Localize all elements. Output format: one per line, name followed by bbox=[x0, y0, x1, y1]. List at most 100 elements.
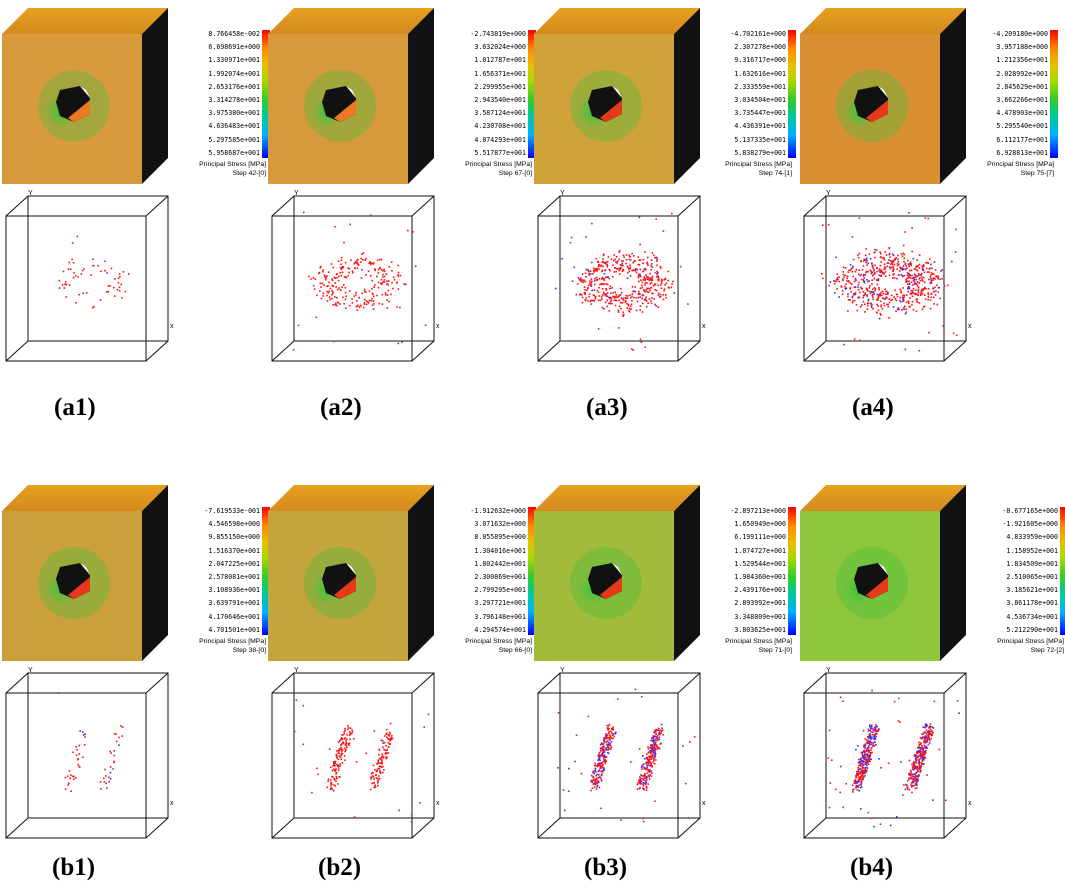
legend-step: Step 72-[2] bbox=[1030, 647, 1064, 654]
scale-tick-label: 2.845629e+001 bbox=[996, 82, 1048, 91]
scale-tick-label: 3.348809e+001 bbox=[734, 612, 786, 621]
scale-tick-label: 4.536734e+001 bbox=[1006, 612, 1058, 621]
scale-tick-label: -2.897213e+000 bbox=[730, 507, 786, 515]
legend-title: Principal Stress [MPa] Step 42-[0] bbox=[182, 160, 266, 178]
legend-quantity: Principal Stress [MPa] bbox=[199, 161, 266, 168]
svg-text:Y: Y bbox=[294, 667, 299, 674]
scale-tick-label: 3.803625e+001 bbox=[734, 625, 786, 634]
crack-wireframe-plot: x Y bbox=[537, 190, 706, 362]
scale-tick-label: 2.047225e+001 bbox=[208, 559, 260, 568]
crack-wireframe-plot: x Y bbox=[537, 667, 706, 839]
scale-tick-label: 5.295540e+001 bbox=[996, 122, 1048, 131]
panel-a2: -2.743819e+000 3.632024e+000 1.012787e+001… bbox=[266, 0, 536, 421]
scale-tick-label: 9.855150e+000 bbox=[208, 533, 260, 542]
scale-tick-label: 3.632024e+000 bbox=[474, 43, 526, 52]
scale-tick-label: 4.833959e+000 bbox=[1006, 533, 1058, 542]
scale-tick-labels: -4.209180e+000 3.957188e+000 1.212356e+001… bbox=[990, 28, 1048, 160]
scale-tick-label: 1.632616e+001 bbox=[734, 69, 786, 78]
stress-cube-render bbox=[268, 485, 434, 661]
stress-cube-render bbox=[2, 8, 168, 184]
legend-title: Principal Stress [MPa] Step 67-[0] bbox=[448, 160, 532, 178]
scale-tick-label: 4.701501e+001 bbox=[208, 625, 260, 634]
panel-b1: -7.619533e-001 4.546598e+000 9.855150e+000… bbox=[0, 477, 270, 881]
scale-tick-labels: -7.619533e-001 4.546598e+000 9.855150e+000… bbox=[202, 505, 260, 637]
scale-tick-label: -4.209180e+000 bbox=[992, 30, 1048, 38]
scale-tick-label: 1.158952e+001 bbox=[1006, 546, 1058, 555]
stress-cube-render bbox=[2, 485, 168, 661]
scale-tick-labels: -8.677165e+000 -1.921605e+000 4.833959e+00… bbox=[1000, 505, 1058, 637]
scale-tick-label: 5.517877e+001 bbox=[474, 148, 526, 157]
legend-title: Principal Stress [MPa] Step 74-[1] bbox=[708, 160, 792, 178]
scale-tick-label: 4.478903e+001 bbox=[996, 109, 1048, 118]
panel-caption: (b2) bbox=[318, 854, 362, 881]
scale-tick-label: 6.199111e+000 bbox=[734, 533, 786, 542]
scale-tick-label: 3.861178e+001 bbox=[1006, 599, 1058, 608]
panel-caption: (a4) bbox=[852, 394, 894, 421]
color-scale-bar bbox=[1060, 507, 1065, 635]
legend-step: Step 75-[7] bbox=[1020, 170, 1054, 177]
scale-tick-label: 1.834509e+001 bbox=[1006, 559, 1058, 568]
scale-tick-label: 3.957188e+000 bbox=[996, 43, 1048, 52]
scale-tick-label: 3.297721e+001 bbox=[474, 599, 526, 608]
scale-tick-label: 2.028992e+001 bbox=[996, 69, 1048, 78]
legend-title: Principal Stress [MPa] Step 38-[0] bbox=[182, 637, 266, 655]
panel-caption: (b3) bbox=[584, 854, 628, 881]
scale-tick-label: 1.304016e+001 bbox=[474, 546, 526, 555]
scale-tick-label: 2.578081e+001 bbox=[208, 573, 260, 582]
scale-tick-label: 2.893992e+001 bbox=[734, 599, 786, 608]
scale-tick-labels: 8.766458e-002 6.698691e+000 1.330971e+001 1… bbox=[202, 28, 260, 160]
panel-b2: -1.912632e+000 3.071632e+000 8.055895e+000… bbox=[266, 477, 536, 881]
scale-tick-labels: -4.702161e+000 2.307278e+000 9.316717e+000… bbox=[728, 28, 786, 160]
legend-title: Principal Stress [MPa] Step 71-[0] bbox=[708, 637, 792, 655]
panel-b3: -2.897213e+000 1.650949e+000 6.199111e+000… bbox=[532, 477, 798, 881]
legend-step: Step 71-[0] bbox=[758, 647, 792, 654]
scale-tick-label: 5.958687e+001 bbox=[208, 148, 260, 157]
scale-tick-label: 6.698691e+000 bbox=[208, 43, 260, 52]
panel-b4: -8.677165e+000 -1.921605e+000 4.833959e+00… bbox=[798, 477, 1065, 881]
svg-text:x: x bbox=[702, 800, 706, 807]
panel-a1: 8.766458e-002 6.698691e+000 1.330971e+001 1… bbox=[0, 0, 270, 421]
scale-tick-label: -1.912632e+000 bbox=[470, 507, 526, 515]
color-scale-bar bbox=[262, 507, 270, 635]
color-scale-bar bbox=[788, 30, 796, 158]
scale-tick-label: 5.137335e+001 bbox=[734, 135, 786, 144]
legend-step: Step 66-[0] bbox=[498, 647, 532, 654]
svg-text:Y: Y bbox=[560, 190, 565, 197]
scale-tick-label: 1.012787e+001 bbox=[474, 56, 526, 65]
legend-quantity: Principal Stress [MPa] bbox=[997, 638, 1064, 645]
scale-tick-label: 2.300869e+001 bbox=[474, 573, 526, 582]
svg-text:Y: Y bbox=[294, 190, 299, 197]
scale-tick-label: 1.516370e+001 bbox=[208, 546, 260, 555]
scale-tick-label: 1.656371e+001 bbox=[474, 69, 526, 78]
scale-tick-label: 2.299955e+001 bbox=[474, 82, 526, 91]
legend-quantity: Principal Stress [MPa] bbox=[465, 161, 532, 168]
svg-text:Y: Y bbox=[28, 667, 33, 674]
scale-tick-label: 3.796148e+001 bbox=[474, 612, 526, 621]
legend-quantity: Principal Stress [MPa] bbox=[465, 638, 532, 645]
panel-caption: (a2) bbox=[320, 394, 362, 421]
scale-tick-label: 3.071632e+000 bbox=[474, 520, 526, 529]
scale-tick-label: 1.992074e+001 bbox=[208, 69, 260, 78]
scale-tick-label: 8.766458e-002 bbox=[208, 30, 260, 38]
scale-tick-label: 3.735447e+001 bbox=[734, 109, 786, 118]
scale-tick-label: 1.212356e+001 bbox=[996, 56, 1048, 65]
scale-tick-labels: -2.897213e+000 1.650949e+000 6.199111e+000… bbox=[728, 505, 786, 637]
scale-tick-label: 1.984360e+001 bbox=[734, 573, 786, 582]
scale-tick-label: 1.650949e+000 bbox=[734, 520, 786, 529]
panel-a4: -4.209180e+000 3.957188e+000 1.212356e+001… bbox=[798, 0, 1064, 421]
panel-a3: -4.702161e+000 2.307278e+000 9.316717e+000… bbox=[532, 0, 798, 421]
scale-tick-label: 4.546598e+000 bbox=[208, 520, 260, 529]
scale-tick-label: 4.874293e+001 bbox=[474, 135, 526, 144]
scale-tick-label: 5.297585e+001 bbox=[208, 135, 260, 144]
scale-tick-label: 3.662266e+001 bbox=[996, 96, 1048, 105]
color-scale-bar bbox=[1050, 30, 1058, 158]
crack-wireframe-plot: x Y bbox=[271, 667, 440, 839]
scale-tick-label: 4.294574e+001 bbox=[474, 625, 526, 634]
svg-text:Y: Y bbox=[826, 190, 831, 197]
color-scale-bar bbox=[528, 30, 536, 158]
scale-tick-label: 3.185621e+001 bbox=[1006, 586, 1058, 595]
legend-quantity: Principal Stress [MPa] bbox=[199, 638, 266, 645]
scale-tick-label: 2.653176e+001 bbox=[208, 82, 260, 91]
scale-tick-label: 2.333559e+001 bbox=[734, 82, 786, 91]
legend-title: Principal Stress [MPa] Step 66-[0] bbox=[448, 637, 532, 655]
